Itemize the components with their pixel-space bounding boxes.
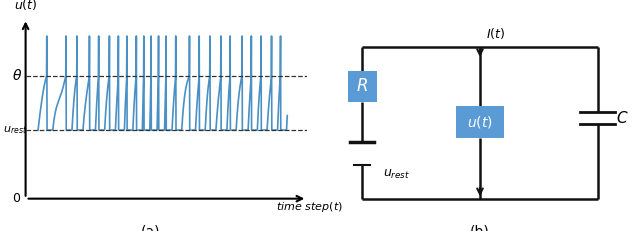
FancyBboxPatch shape — [456, 106, 504, 138]
Text: $0$: $0$ — [12, 192, 22, 205]
Text: (b): (b) — [470, 225, 490, 231]
Text: (a): (a) — [140, 224, 160, 231]
Text: $R$: $R$ — [356, 77, 368, 95]
Text: $u(t)$: $u(t)$ — [14, 0, 37, 12]
Text: $I(t)$: $I(t)$ — [486, 26, 505, 41]
Text: $\theta$: $\theta$ — [12, 68, 22, 83]
Text: $u_{rest}$: $u_{rest}$ — [383, 168, 410, 181]
FancyBboxPatch shape — [348, 71, 377, 102]
Text: $u_{rest}$: $u_{rest}$ — [3, 124, 28, 136]
Text: $time\ step(t)$: $time\ step(t)$ — [276, 200, 343, 214]
Text: $C$: $C$ — [616, 110, 629, 126]
Text: $u(t)$: $u(t)$ — [467, 114, 493, 130]
